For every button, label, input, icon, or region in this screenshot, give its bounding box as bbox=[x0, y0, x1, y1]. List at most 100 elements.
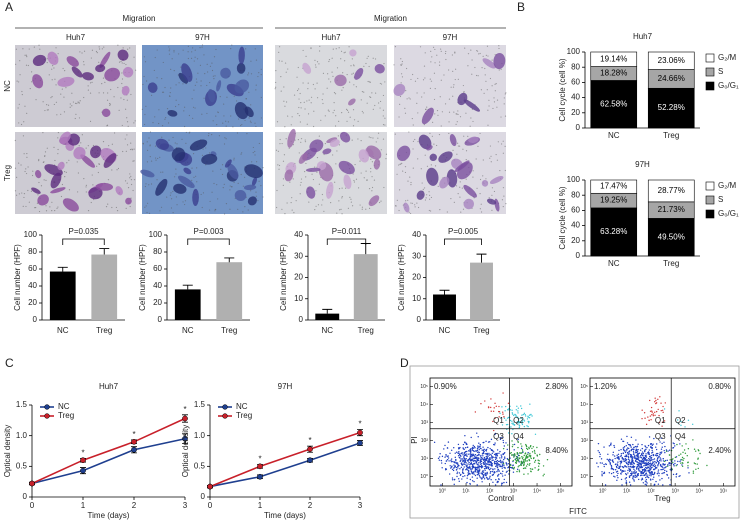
event-dot bbox=[626, 482, 627, 483]
event-dot bbox=[475, 467, 476, 468]
event-dot bbox=[452, 469, 453, 470]
pore bbox=[83, 178, 84, 179]
event-dot bbox=[493, 411, 494, 412]
event-dot bbox=[501, 484, 502, 485]
event-dot bbox=[455, 457, 456, 458]
event-dot bbox=[657, 471, 658, 472]
pore bbox=[332, 58, 333, 59]
pore bbox=[323, 73, 324, 74]
pore bbox=[316, 83, 317, 84]
event-dot bbox=[486, 473, 487, 474]
event-dot bbox=[521, 452, 522, 453]
event-dot bbox=[676, 444, 677, 445]
pore bbox=[200, 85, 201, 86]
event-dot bbox=[481, 449, 482, 450]
event-dot bbox=[648, 466, 649, 467]
event-dot bbox=[644, 445, 645, 446]
pore bbox=[293, 212, 294, 213]
event-dot bbox=[466, 453, 467, 454]
event-dot bbox=[629, 462, 630, 463]
event-dot bbox=[654, 412, 655, 413]
pore bbox=[79, 145, 80, 146]
pore bbox=[375, 93, 376, 94]
pore bbox=[71, 105, 72, 106]
event-dot bbox=[519, 470, 520, 471]
event-dot bbox=[439, 456, 440, 457]
event-dot bbox=[631, 473, 632, 474]
pore bbox=[58, 53, 59, 54]
event-dot bbox=[525, 452, 526, 453]
pore bbox=[470, 117, 471, 118]
pore bbox=[196, 82, 197, 83]
event-dot bbox=[664, 464, 665, 465]
pore bbox=[225, 121, 226, 122]
pore bbox=[453, 87, 454, 88]
event-dot bbox=[653, 415, 654, 416]
pore bbox=[60, 114, 61, 115]
event-dot bbox=[497, 449, 498, 450]
x-tick-label: Treg bbox=[663, 131, 679, 140]
event-dot bbox=[500, 454, 501, 455]
event-dot bbox=[456, 467, 457, 468]
event-dot bbox=[508, 459, 509, 460]
pore bbox=[433, 144, 434, 145]
pore bbox=[362, 209, 363, 210]
pore bbox=[494, 84, 495, 85]
event-dot bbox=[632, 462, 633, 463]
pore bbox=[440, 48, 441, 49]
event-dot bbox=[635, 472, 636, 473]
pore bbox=[369, 208, 370, 209]
event-dot bbox=[489, 476, 490, 477]
event-dot bbox=[649, 449, 650, 450]
event-dot bbox=[660, 469, 661, 470]
event-dot bbox=[663, 472, 664, 473]
event-dot bbox=[656, 453, 657, 454]
event-dot bbox=[457, 471, 458, 472]
pore bbox=[52, 79, 53, 80]
event-dot bbox=[642, 448, 643, 449]
pore bbox=[456, 185, 457, 186]
event-dot bbox=[534, 451, 535, 452]
pore bbox=[503, 153, 504, 154]
pore bbox=[51, 69, 52, 70]
y-tick-label: 40 bbox=[28, 281, 37, 290]
event-dot bbox=[489, 460, 490, 461]
event-dot bbox=[524, 455, 525, 456]
pore bbox=[286, 101, 287, 102]
pore bbox=[373, 109, 374, 110]
event-dot bbox=[649, 463, 650, 464]
series-line bbox=[210, 443, 360, 487]
pore bbox=[149, 213, 150, 214]
event-dot bbox=[488, 453, 489, 454]
event-dot bbox=[656, 467, 657, 468]
pore bbox=[385, 158, 386, 159]
event-dot bbox=[493, 457, 494, 458]
event-dot bbox=[486, 464, 487, 465]
pore bbox=[350, 65, 351, 66]
pore bbox=[169, 96, 170, 97]
pore bbox=[226, 97, 227, 98]
event-dot bbox=[506, 463, 507, 464]
event-dot bbox=[527, 473, 528, 474]
point bbox=[257, 464, 262, 469]
event-dot bbox=[531, 458, 532, 459]
pore bbox=[191, 180, 192, 181]
event-dot bbox=[503, 459, 504, 460]
pore bbox=[86, 191, 87, 192]
event-dot bbox=[518, 466, 519, 467]
pore bbox=[130, 142, 131, 143]
pore bbox=[430, 51, 431, 52]
pore bbox=[234, 158, 235, 159]
event-dot bbox=[486, 449, 487, 450]
x-tick-label: 0 bbox=[30, 501, 35, 510]
pore bbox=[485, 81, 486, 82]
pore bbox=[109, 103, 110, 104]
legend-swatch bbox=[706, 54, 714, 62]
pore bbox=[383, 187, 384, 188]
pore bbox=[341, 51, 342, 52]
bar bbox=[315, 314, 339, 320]
pore bbox=[305, 56, 306, 57]
pore bbox=[347, 110, 348, 111]
pore bbox=[39, 211, 40, 212]
